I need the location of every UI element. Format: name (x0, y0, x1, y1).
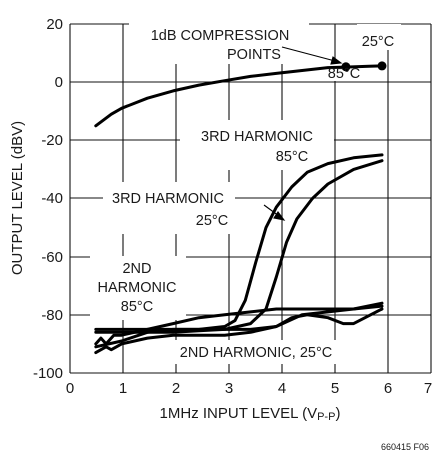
y-axis-title: OUTPUT LEVEL (dBV) (9, 121, 26, 275)
compression-label-line2: POINTS (227, 47, 281, 63)
y-tick-label: -80 (41, 307, 63, 324)
annotation-25c-top: 25°C (362, 34, 394, 50)
label-bg-3rd-25 (103, 182, 235, 234)
annotations: 1dB COMPRESSION POINTS 25°C 85°C 3RD HAR… (98, 28, 395, 361)
x-tick-label: 1 (119, 380, 127, 397)
label-bg-25c-top (357, 24, 401, 50)
series-line-3 (94, 301, 384, 346)
y-tick-label: 20 (46, 16, 63, 33)
x-tick-label: 2 (172, 380, 180, 397)
annotation-85c-top: 85°C (328, 66, 360, 82)
y-tick-label: -100 (33, 365, 63, 382)
x-axis-title-main: 1MHz INPUT LEVEL (V (160, 405, 318, 422)
x-axis-title: 1MHz INPUT LEVEL (VP-P) (160, 405, 341, 423)
compression-point-marker-0 (341, 62, 351, 72)
y-tick-label: -40 (41, 190, 63, 207)
compression-arrow-line (281, 46, 336, 62)
y-tick-label: -60 (41, 249, 63, 266)
x-tick-labels: 0 1 2 3 4 5 6 7 (66, 380, 432, 397)
x-tick-label: 6 (384, 380, 392, 397)
x-tick-label: 7 (424, 380, 432, 397)
compression-label-line1: 1dB COMPRESSION (151, 28, 290, 44)
second-harmonic-85-line2: HARMONIC (98, 280, 177, 296)
x-tick-label: 4 (278, 380, 286, 397)
series-line-5 (94, 307, 384, 355)
series-layer (94, 64, 384, 355)
label-bg-2nd-85 (90, 256, 186, 320)
compression-point-marker-1 (377, 61, 387, 71)
figure-code: 660415 F06 (381, 442, 429, 452)
third-harmonic-25-arrow-head (273, 211, 286, 221)
leader-arrows (263, 46, 343, 221)
label-bg-2nd-25 (153, 340, 359, 364)
second-harmonic-85-line3: 85°C (121, 299, 153, 315)
third-harmonic-25-line1: 3RD HARMONIC (112, 191, 224, 207)
compression-arrow-head (330, 56, 343, 65)
x-tick-label: 5 (331, 380, 339, 397)
marker-layer (341, 61, 387, 72)
y-tick-label: -20 (41, 132, 63, 149)
y-tick-label: 0 (55, 74, 63, 91)
label-bg-3rd-85 (180, 120, 334, 170)
x-axis-title-close: ) (335, 405, 340, 422)
series-line-4 (94, 304, 384, 349)
x-tick-label: 0 (66, 380, 74, 397)
third-harmonic-25-line2: 25°C (196, 213, 228, 229)
x-tick-label: 3 (225, 380, 233, 397)
x-axis-title-subscript: P-P (317, 411, 335, 423)
third-harmonic-85-line2: 85°C (276, 149, 308, 165)
y-tick-labels: 20 0 -20 -40 -60 -80 -100 (33, 16, 63, 382)
third-harmonic-85-line1: 3RD HARMONIC (201, 129, 313, 145)
label-bg-compression (129, 16, 309, 64)
second-harmonic-25-label: 2ND HARMONIC, 25°C (180, 345, 332, 361)
second-harmonic-85-line1: 2ND (122, 261, 151, 277)
label-backgrounds (90, 16, 401, 364)
